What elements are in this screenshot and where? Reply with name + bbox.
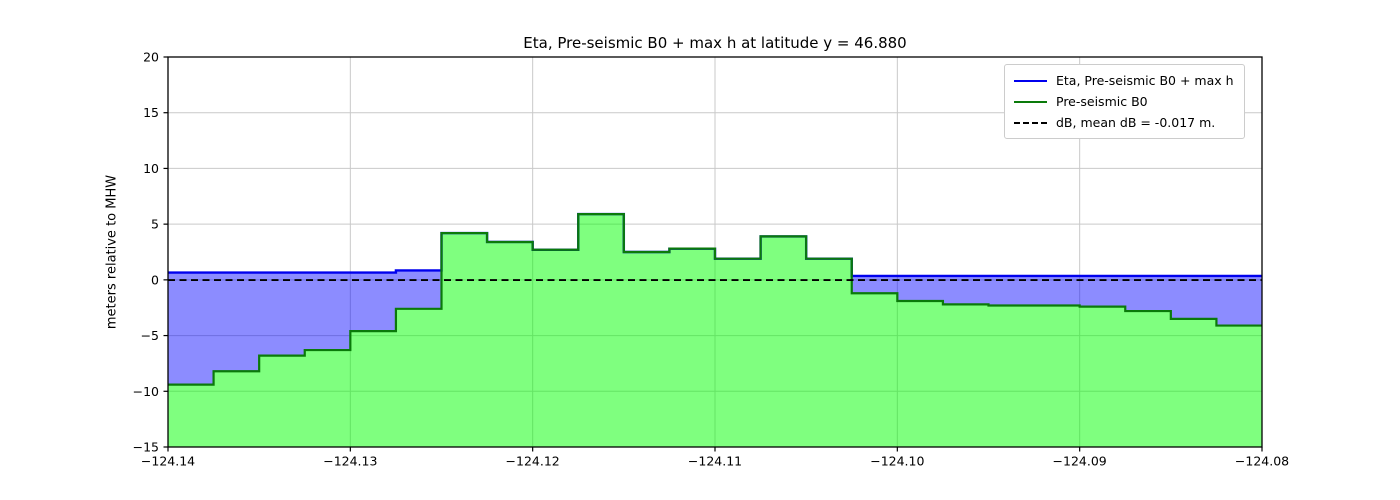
legend-box: Eta, Pre-seismic B0 + max h Pre-seismic … <box>1004 64 1245 139</box>
legend-b0-line-sample <box>1014 100 1047 103</box>
legend-entry-eta: Eta, Pre-seismic B0 + max h <box>1014 73 1234 88</box>
legend-entry-b0: Pre-seismic B0 <box>1014 94 1234 109</box>
x-tick-label: −124.09 <box>1053 454 1107 469</box>
series-lines <box>168 212 1262 386</box>
y-tick-label: −15 <box>133 440 159 455</box>
axes-frame <box>163 56 1263 452</box>
x-tick-label: −124.11 <box>688 454 742 469</box>
y-tick-label: 5 <box>151 217 159 232</box>
y-tick-label: 10 <box>143 161 159 176</box>
y-axis-label: meters relative to MHW <box>104 174 120 330</box>
topography-line <box>168 213 1262 386</box>
legend-entry-db: dB, mean dB = -0.017 m. <box>1014 115 1234 130</box>
eta-water-fill <box>168 214 1262 385</box>
legend-b0-label: Pre-seismic B0 <box>1056 94 1148 109</box>
y-tick-label: 20 <box>143 50 159 65</box>
x-tick-label: −124.14 <box>141 454 195 469</box>
y-tick-label: 15 <box>143 105 159 120</box>
x-tick-label: −124.10 <box>870 454 924 469</box>
legend-db-label: dB, mean dB = -0.017 m. <box>1056 115 1216 130</box>
y-tick-label: −5 <box>141 328 159 343</box>
tick-labels: −124.14 −124.13 −124.12 −124.11 −124.10 −124.… <box>133 50 1290 469</box>
legend-db-dashed-line-sample <box>1014 121 1047 124</box>
x-tick-label: −124.13 <box>323 454 377 469</box>
x-tick-label: −124.12 <box>506 454 560 469</box>
legend-eta-line-sample <box>1014 79 1047 82</box>
x-tick-label: −124.08 <box>1235 454 1289 469</box>
y-tick-label: 0 <box>151 272 159 287</box>
legend-eta-label: Eta, Pre-seismic B0 + max h <box>1056 73 1234 88</box>
chart-title: Eta, Pre-seismic B0 + max h at latitude … <box>523 34 907 52</box>
y-tick-label: −10 <box>133 384 159 399</box>
